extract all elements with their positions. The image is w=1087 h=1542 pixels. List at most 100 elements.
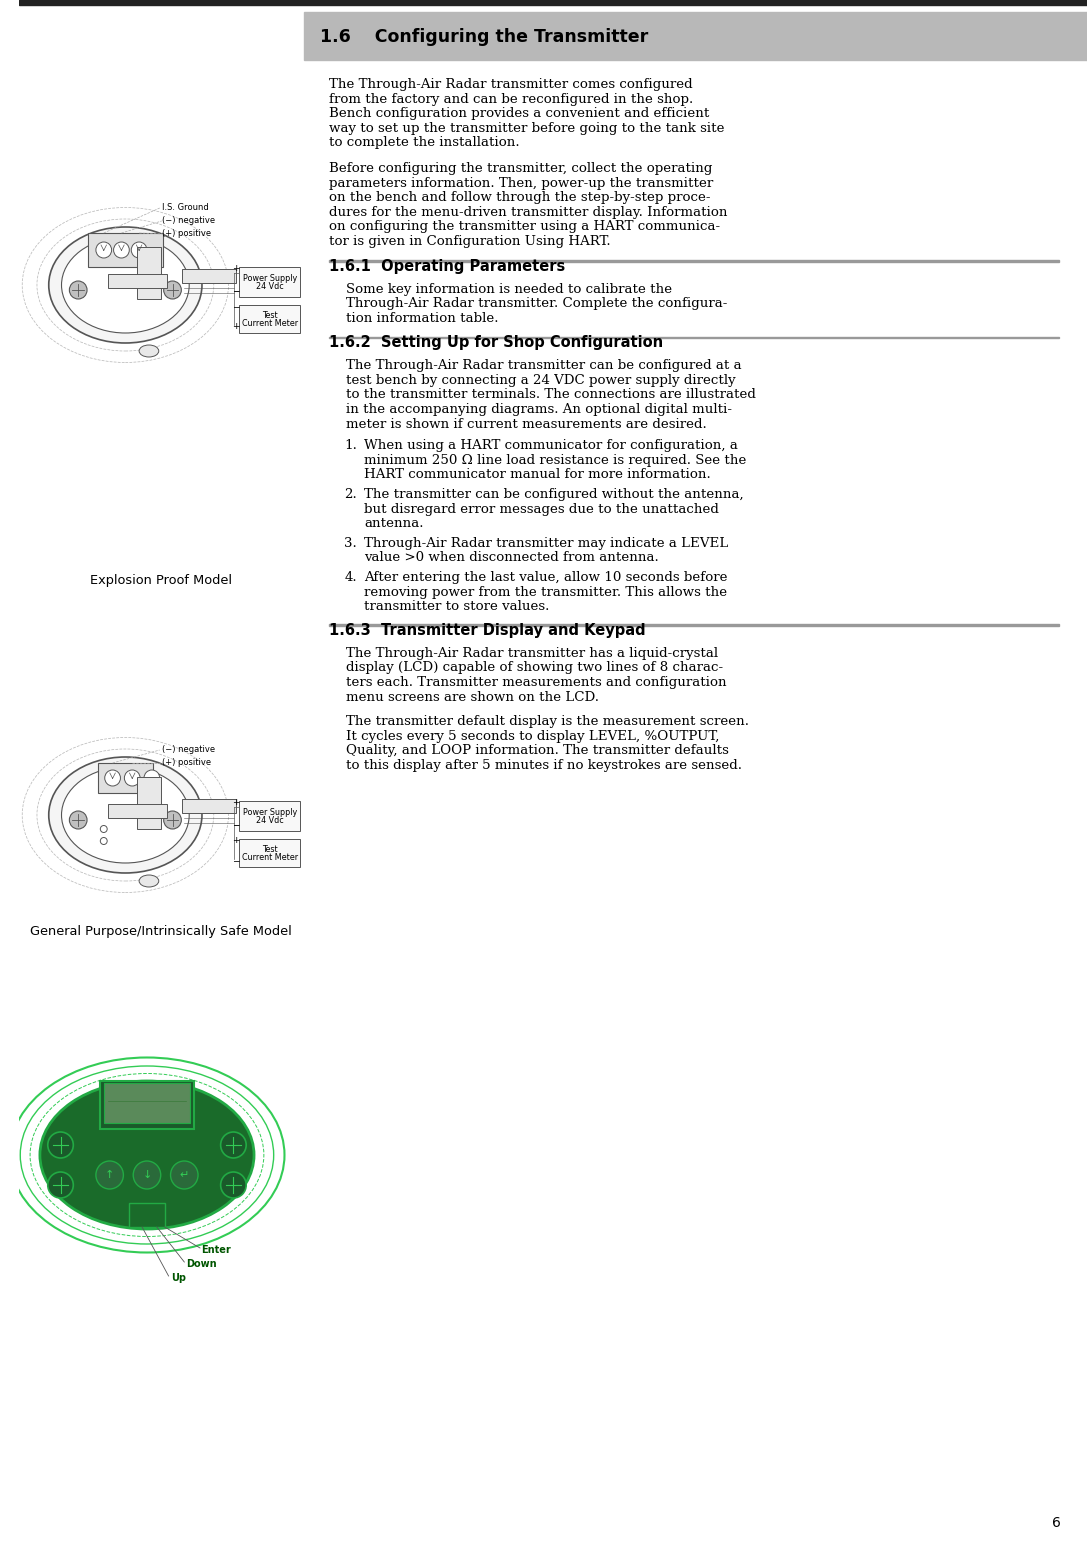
Text: removing power from the transmitter. This allows the: removing power from the transmitter. Thi… <box>364 586 727 598</box>
Text: −: − <box>233 285 240 295</box>
Text: meter is shown if current measurements are desired.: meter is shown if current measurements a… <box>347 418 708 430</box>
Bar <box>239 800 300 831</box>
Text: (−) negative: (−) negative <box>162 216 215 225</box>
Text: (+) positive: (+) positive <box>162 230 211 237</box>
Text: −: − <box>233 302 240 311</box>
Bar <box>108 274 166 288</box>
Text: on configuring the transmitter using a HART communica-: on configuring the transmitter using a H… <box>328 221 720 233</box>
Bar <box>239 267 300 298</box>
Text: When using a HART communicator for configuration, a: When using a HART communicator for confi… <box>364 439 738 452</box>
Text: 3.: 3. <box>345 537 358 550</box>
Text: (−) negative: (−) negative <box>162 745 215 754</box>
Text: tion information table.: tion information table. <box>347 311 499 325</box>
Text: to complete the installation.: to complete the installation. <box>328 136 520 150</box>
Text: Bench configuration provides a convenient and efficient: Bench configuration provides a convenien… <box>328 108 709 120</box>
Bar <box>304 12 1087 60</box>
Text: on the bench and follow through the step-by-step proce-: on the bench and follow through the step… <box>328 191 710 204</box>
Circle shape <box>104 769 121 786</box>
Text: −: − <box>233 856 240 865</box>
Bar <box>98 763 153 793</box>
Circle shape <box>124 769 140 786</box>
Text: Some key information is needed to calibrate the: Some key information is needed to calibr… <box>347 282 673 296</box>
Text: It cycles every 5 seconds to display LEVEL, %OUTPUT,: It cycles every 5 seconds to display LEV… <box>347 729 720 743</box>
Text: The Through-Air Radar transmitter has a liquid-crystal: The Through-Air Radar transmitter has a … <box>347 646 719 660</box>
Circle shape <box>171 1161 198 1189</box>
Circle shape <box>113 242 129 258</box>
Bar <box>137 247 161 299</box>
Text: Enter: Enter <box>201 1244 230 1255</box>
Bar <box>129 1203 164 1227</box>
Circle shape <box>134 1161 161 1189</box>
Bar <box>239 305 300 333</box>
Text: 24 Vdc: 24 Vdc <box>255 282 284 291</box>
Bar <box>239 839 300 867</box>
Text: 6: 6 <box>1051 1516 1061 1530</box>
Text: 1.6    Configuring the Transmitter: 1.6 Configuring the Transmitter <box>320 28 648 46</box>
Text: value >0 when disconnected from antenna.: value >0 when disconnected from antenna. <box>364 552 659 564</box>
Text: (+) positive: (+) positive <box>162 759 211 766</box>
Text: Up: Up <box>172 1274 187 1283</box>
Text: test bench by connecting a 24 VDC power supply directly: test bench by connecting a 24 VDC power … <box>347 373 736 387</box>
Ellipse shape <box>62 237 189 333</box>
Text: in the accompanying diagrams. An optional digital multi-: in the accompanying diagrams. An optiona… <box>347 402 733 416</box>
Text: Current Meter: Current Meter <box>241 853 298 862</box>
Text: minimum 250 Ω line load resistance is required. See the: minimum 250 Ω line load resistance is re… <box>364 453 747 467</box>
Circle shape <box>221 1132 246 1158</box>
Text: +: + <box>233 799 240 806</box>
Text: antenna.: antenna. <box>364 517 424 530</box>
Text: The transmitter can be configured without the antenna,: The transmitter can be configured withou… <box>364 487 744 501</box>
Text: menu screens are shown on the LCD.: menu screens are shown on the LCD. <box>347 691 599 703</box>
Text: 2.: 2. <box>345 487 358 501</box>
Text: ↓: ↓ <box>142 1170 152 1180</box>
Bar <box>100 1081 195 1129</box>
Text: way to set up the transmitter before going to the tank site: way to set up the transmitter before goi… <box>328 122 724 134</box>
Text: Current Meter: Current Meter <box>241 319 298 328</box>
Bar <box>20 0 1087 5</box>
Text: transmitter to store values.: transmitter to store values. <box>364 600 549 614</box>
Text: The transmitter default display is the measurement screen.: The transmitter default display is the m… <box>347 715 749 728</box>
Text: to the transmitter terminals. The connections are illustrated: to the transmitter terminals. The connec… <box>347 389 757 401</box>
Text: Test: Test <box>262 845 277 854</box>
Text: dures for the menu-driven transmitter display. Information: dures for the menu-driven transmitter di… <box>328 205 727 219</box>
Text: parameters information. Then, power-up the transmitter: parameters information. Then, power-up t… <box>328 176 713 190</box>
Text: 1.: 1. <box>345 439 358 452</box>
Circle shape <box>70 281 87 299</box>
Text: 1.6.1  Operating Parameters: 1.6.1 Operating Parameters <box>328 259 565 273</box>
Circle shape <box>70 811 87 830</box>
Text: ters each. Transmitter measurements and configuration: ters each. Transmitter measurements and … <box>347 675 727 689</box>
Circle shape <box>143 769 160 786</box>
Ellipse shape <box>62 766 189 864</box>
Text: ↑: ↑ <box>105 1170 114 1180</box>
Bar <box>183 799 236 813</box>
Circle shape <box>48 1172 73 1198</box>
Text: to this display after 5 minutes if no keystrokes are sensed.: to this display after 5 minutes if no ke… <box>347 759 742 773</box>
Text: 1.6.2  Setting Up for Shop Configuration: 1.6.2 Setting Up for Shop Configuration <box>328 335 663 350</box>
Text: 1.6.3  Transmitter Display and Keypad: 1.6.3 Transmitter Display and Keypad <box>328 623 646 638</box>
Text: Through-Air Radar transmitter. Complete the configura-: Through-Air Radar transmitter. Complete … <box>347 298 727 310</box>
Text: I.S. Ground: I.S. Ground <box>162 204 209 211</box>
Bar <box>88 233 163 267</box>
Circle shape <box>96 1161 124 1189</box>
Text: After entering the last value, allow 10 seconds before: After entering the last value, allow 10 … <box>364 571 727 584</box>
Ellipse shape <box>139 874 159 887</box>
Text: Power Supply: Power Supply <box>242 274 297 282</box>
Ellipse shape <box>49 227 202 342</box>
Text: Power Supply: Power Supply <box>242 808 297 817</box>
Text: +: + <box>233 322 240 332</box>
Circle shape <box>164 281 182 299</box>
Text: Quality, and LOOP information. The transmitter defaults: Quality, and LOOP information. The trans… <box>347 745 729 757</box>
Text: The Through-Air Radar transmitter comes configured: The Through-Air Radar transmitter comes … <box>328 79 692 91</box>
Circle shape <box>221 1172 246 1198</box>
Bar <box>108 803 166 817</box>
Text: display (LCD) capable of showing two lines of 8 charac-: display (LCD) capable of showing two lin… <box>347 662 724 674</box>
Text: +: + <box>233 264 240 273</box>
Text: +: + <box>233 836 240 845</box>
Ellipse shape <box>40 1081 254 1229</box>
Bar <box>137 777 161 830</box>
Text: Down: Down <box>186 1258 217 1269</box>
Bar <box>183 268 236 284</box>
Text: 24 Vdc: 24 Vdc <box>255 816 284 825</box>
Text: from the factory and can be reconfigured in the shop.: from the factory and can be reconfigured… <box>328 93 692 105</box>
Bar <box>103 1082 190 1123</box>
Ellipse shape <box>139 345 159 358</box>
